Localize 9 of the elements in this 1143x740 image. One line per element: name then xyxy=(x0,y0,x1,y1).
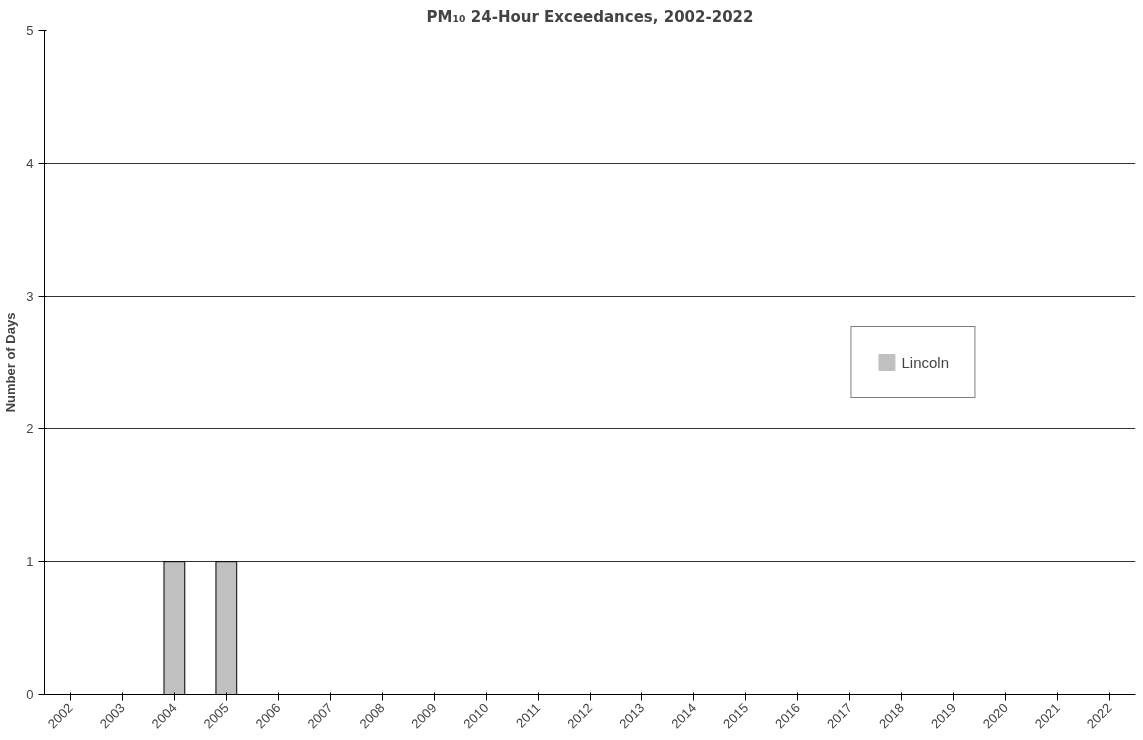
y-axis-title: Number of Days xyxy=(3,312,19,413)
legend-label: Lincoln xyxy=(901,353,949,371)
y-tick-label: 4 xyxy=(26,155,34,171)
y-tick-label: 5 xyxy=(26,23,34,38)
y-tick-label: 0 xyxy=(26,687,34,702)
y-tick-label: 2 xyxy=(26,421,34,437)
chart-title: PM₁₀ 24-Hour Exceedances, 2002-2022 xyxy=(426,7,754,26)
y-tick-label: 3 xyxy=(26,288,34,304)
y-tick-label: 1 xyxy=(26,554,34,570)
